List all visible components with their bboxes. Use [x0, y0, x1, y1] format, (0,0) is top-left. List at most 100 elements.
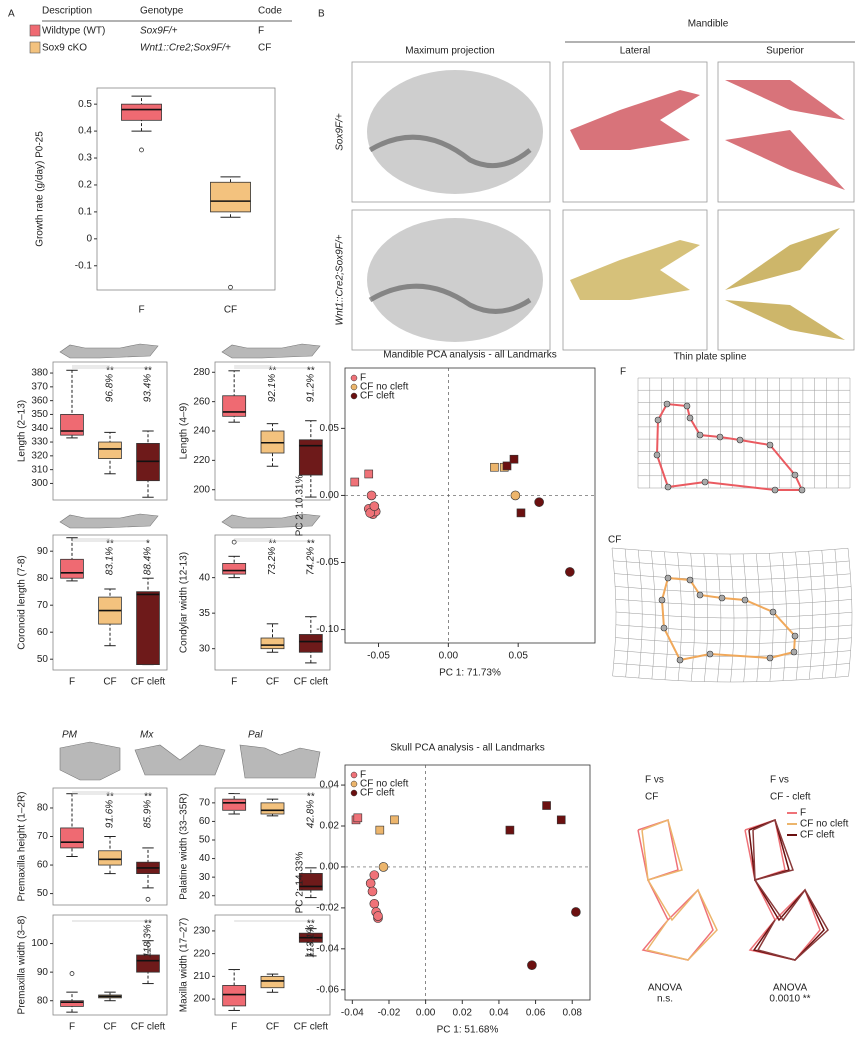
y-axis-label: Coronoid length (7-8): [17, 555, 28, 650]
point: [366, 490, 377, 501]
y-tick-label: 60: [37, 860, 49, 871]
box: [260, 637, 285, 650]
y-tick-label: 220: [193, 455, 210, 466]
y-tick-label: 80: [37, 573, 49, 584]
y-axis-label: Length (4–9): [179, 403, 190, 460]
y-tick-label: -0.02: [316, 903, 339, 914]
y-tick-label: 0.00: [320, 862, 340, 873]
legend-label: F: [360, 373, 366, 384]
x-tick-label: -0.05: [367, 651, 390, 662]
y-tick-label: 0.02: [320, 821, 340, 832]
legend-swatch: [29, 41, 41, 54]
y-axis-label: Premaxilla width (3–8): [17, 916, 28, 1015]
wireframe: [748, 879, 821, 961]
value-label: 118.3%: [143, 924, 154, 957]
tps-landmark: [706, 650, 714, 658]
y-tick-label: 80: [37, 803, 49, 814]
plot-frame: [344, 367, 596, 644]
value-label: 83.1%: [105, 547, 116, 575]
box: [60, 827, 84, 849]
x-tick-label: F: [69, 677, 75, 688]
box: [260, 802, 285, 815]
y-axis-label: Palatine width (33–35R): [179, 793, 190, 900]
x-tick-label: 0.04: [489, 1008, 509, 1019]
tps-grid: [613, 560, 850, 568]
x-tick-label: 0.08: [562, 1008, 582, 1019]
y-tick-label: 380: [31, 368, 48, 379]
skull-icon: [59, 741, 121, 781]
wireframe: [641, 879, 714, 961]
y-tick-label: 60: [37, 627, 49, 638]
box: [210, 181, 251, 213]
y-tick-label: 360: [31, 395, 48, 406]
skull-icon: [134, 744, 226, 776]
y-tick-label: 0.00: [320, 490, 340, 501]
plot-frame: [214, 914, 331, 1016]
y-axis-label: Condylar width (12-13): [179, 552, 190, 653]
y-tick-label: 300: [31, 478, 48, 489]
tps-landmark: [790, 648, 798, 656]
wireframe: [752, 818, 794, 881]
tps-landmark: [660, 624, 668, 632]
icon-label: Mx: [140, 730, 154, 741]
x-tick-label: 0.05: [508, 651, 528, 662]
box: [222, 395, 247, 417]
point: [556, 815, 566, 825]
tps-grid: [611, 547, 849, 555]
y-tick-label: 370: [31, 381, 48, 392]
column-label: Lateral: [620, 46, 651, 57]
legend-marker: [350, 789, 358, 797]
value-label: 91.6%: [105, 800, 116, 828]
outlier: [145, 896, 151, 902]
tps-label: F: [620, 367, 626, 378]
wireframe-title: CF: [645, 792, 658, 803]
significance: **: [144, 919, 152, 930]
x-tick-label: CF: [103, 1022, 116, 1033]
box: [60, 1000, 84, 1007]
y-tick-label: 340: [31, 423, 48, 434]
y-tick-label: 40: [199, 572, 211, 583]
y-tick-label: 320: [31, 450, 48, 461]
tps-landmark: [686, 414, 694, 422]
tps-landmark: [664, 483, 672, 491]
point: [565, 567, 575, 577]
anova-label: ANOVA: [773, 983, 808, 994]
icon-label: Pal: [248, 730, 263, 741]
plot-frame: [52, 534, 168, 671]
row-label: Wnt1::Cre2;Sox9F/+: [335, 234, 346, 325]
x-tick-label: 0.06: [526, 1008, 546, 1019]
tps-grid: [615, 611, 853, 619]
tps-outline: [656, 402, 804, 491]
wireframe: [752, 879, 825, 961]
point: [390, 815, 399, 825]
y-tick-label: 0.05: [320, 423, 340, 434]
plot-frame: [214, 787, 331, 906]
x-tick-label: 0.00: [416, 1008, 436, 1019]
table-cell: Wnt1::Cre2;Sox9F/+: [140, 43, 231, 54]
y-tick-label: 200: [193, 994, 210, 1005]
legend-label: CF no cleft: [360, 779, 409, 790]
chart-title: Mandible PCA analysis - all Landmarks: [383, 350, 556, 361]
y-tick-label: 260: [193, 396, 210, 407]
point: [367, 886, 378, 897]
legend-swatch: [29, 24, 41, 37]
wireframe-title: CF - cleft: [770, 792, 811, 803]
outlier: [139, 147, 144, 153]
y-axis-label: Premaxilla height (1–2R): [17, 791, 28, 901]
tps-landmark: [798, 486, 806, 494]
skull-icon: [239, 744, 321, 779]
mandible-icon: [59, 513, 159, 529]
y-tick-label: -0.10: [316, 624, 339, 635]
y-tick-label: -0.06: [316, 984, 339, 995]
point: [490, 462, 499, 472]
legend-label: CF cleft: [360, 788, 395, 799]
point: [369, 501, 380, 511]
y-tick-label: 220: [193, 948, 210, 959]
y-axis-label: Length (2–13): [17, 400, 28, 462]
y-tick-label: 0.3: [78, 153, 92, 164]
plot-frame: [52, 914, 168, 1016]
point: [534, 497, 544, 507]
wireframe: [641, 819, 683, 881]
legend-label: F: [800, 808, 806, 819]
